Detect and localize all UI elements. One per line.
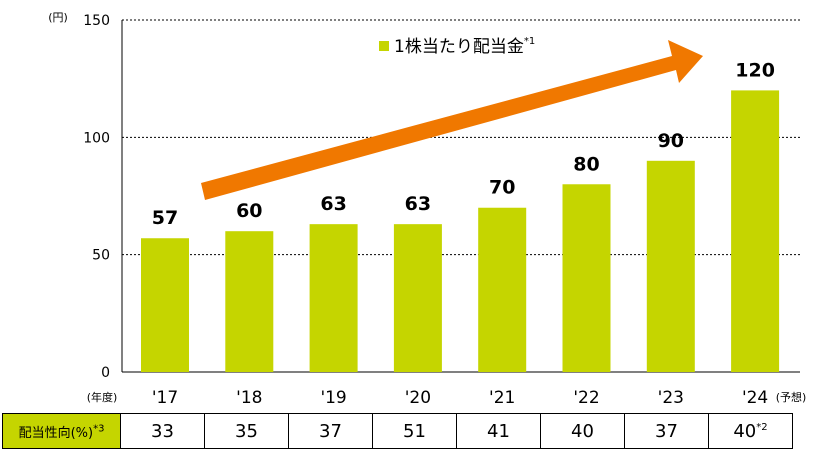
x-tick-label: '18 [236,388,262,408]
y-tick-label: 50 [92,248,110,264]
bar [478,207,527,372]
legend-note: *1 [524,36,535,47]
data-label: 60 [236,200,262,222]
payout-ratio-cell: 33 [120,413,205,449]
legend-swatch [379,41,389,51]
x-axis-unit: (年度) [87,390,118,404]
legend: 1株当たり配当金*1 [379,36,535,57]
data-label: 120 [735,59,775,81]
payout-ratio-cell: 37 [624,413,709,449]
bars [141,90,780,373]
bar [731,90,780,373]
data-label: 63 [405,193,431,215]
x-tick-label: '23 [658,388,684,408]
forecast-note: (予想) [776,390,807,404]
x-tick-labels: '17 '18 '19 '20 '21 '22 '23 '24 [152,388,768,408]
data-labels: 57 60 63 63 70 80 90 120 [152,59,775,229]
bar [225,231,274,372]
payout-ratio-cell: 40*2 [708,413,793,449]
y-tick-label: 100 [83,130,110,146]
data-label: 80 [573,153,599,175]
payout-ratio-cell: 37 [288,413,373,449]
y-tick-label: 150 [83,13,110,29]
dividend-chart: 0 50 100 150 57 60 63 63 70 80 90 120 '17 '18 '19 '20… [48,11,807,408]
x-tick-label: '17 [152,388,178,408]
y-tick-label: 0 [101,365,110,381]
payout-ratio-table: 配当性向(%)*3 33 35 37 51 41 40 37 40*2 [2,413,793,449]
payout-ratio-cell: 51 [372,413,457,449]
payout-ratio-cell: 40 [540,413,625,449]
data-label: 90 [658,130,684,152]
payout-ratio-cell: 35 [204,413,289,449]
payout-header-note: *3 [93,423,105,435]
payout-ratio-cell: 41 [456,413,541,449]
data-label: 70 [489,177,515,199]
x-tick-label: '21 [489,388,515,408]
payout-ratio-header: 配当性向(%)*3 [2,413,121,449]
bar [141,238,189,372]
svg-text:1株当たり配当金*1: 1株当たり配当金*1 [394,36,535,57]
y-axis-unit: (円) [48,11,68,24]
x-tick-label: '24 [742,388,768,408]
trend-arrow [201,40,703,200]
x-tick-label: '19 [320,388,346,408]
payout-ratio-row: 配当性向(%)*3 33 35 37 51 41 40 37 40*2 [2,413,793,449]
bar [646,160,695,372]
x-tick-label: '22 [573,388,599,408]
legend-label: 1株当たり配当金 [394,37,524,57]
data-label: 63 [320,193,346,215]
y-tick-labels: 0 50 100 150 [83,13,110,381]
trend-arrow-shape [201,40,703,200]
x-tick-label: '20 [405,388,431,408]
payout-last-note: *2 [756,421,768,433]
data-label: 57 [152,207,178,229]
bar [393,224,442,372]
bar [562,184,611,372]
bar [309,224,358,372]
